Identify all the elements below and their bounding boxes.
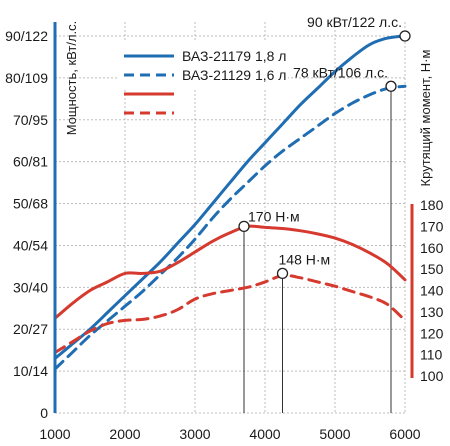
annotation-leaders [243, 86, 392, 413]
y-left-tick-label: 90/122 [5, 28, 48, 44]
y-left-tick-label: 20/27 [13, 321, 48, 337]
y-left-tick-label: 80/109 [5, 70, 48, 86]
power-curve-solid [53, 34, 407, 360]
x-tick-label: 6000 [389, 426, 420, 442]
legend-background [118, 42, 288, 88]
y-left-axis-title: Мощность, кВт/л.с. [64, 21, 79, 136]
annotation-label: 90 кВт/122 л.с. [307, 14, 402, 30]
annotation-markers [238, 30, 411, 280]
x-tick-label: 5000 [319, 426, 350, 442]
y-left-tick-labels: 0 10/14 20/27 30/40 40/54 50/68 60/81 70/95 80/1… [5, 28, 48, 421]
y-right-tick-label: 140 [420, 283, 444, 299]
x-tick-label: 3000 [179, 426, 210, 442]
y-right-tick-label: 150 [420, 261, 444, 277]
annotation-label: 78 кВт/106 л.с. [293, 64, 388, 80]
annotation-marker [238, 220, 250, 233]
y-right-tick-label: 180 [420, 197, 444, 213]
annotation-marker [276, 267, 289, 280]
y-right-tick-label: 110 [420, 347, 443, 363]
y-left-tick-label: 0 [40, 405, 48, 421]
y-right-tick-label: 100 [420, 368, 444, 384]
y-left-tick-label: 30/40 [13, 279, 48, 295]
y-left-tick-label: 10/14 [13, 363, 48, 379]
y-right-tick-label: 120 [420, 325, 444, 341]
x-tick-label: 1000 [39, 426, 70, 442]
annotation-marker [399, 30, 411, 42]
legend-label: ВАЗ-21129 1,6 л [182, 67, 286, 83]
annotation-marker [385, 80, 397, 92]
y-left-tick-label: 40/54 [13, 237, 48, 253]
torque-curve-dashed [53, 273, 407, 354]
y-left-tick-label: 60/81 [13, 154, 48, 170]
axes [53, 22, 414, 413]
y-right-axis-title: Крутящий момент, Н·м [418, 49, 433, 186]
x-tick-labels: 1000 2000 3000 4000 5000 6000 [39, 426, 420, 442]
y-right-tick-label: 170 [420, 218, 444, 234]
x-tick-label: 4000 [249, 426, 280, 442]
y-left-tick-label: 70/95 [13, 112, 48, 128]
annotation-label: 148 Н·м [279, 251, 331, 267]
series-lines [53, 34, 407, 371]
y-right-tick-label: 130 [420, 304, 444, 320]
legend-label: ВАЗ-21179 1,8 л [182, 48, 286, 64]
torque-curve-solid [53, 224, 407, 320]
y-right-tick-labels: 100 110 120 130 140 150 160 170 180 [420, 197, 444, 384]
x-tick-label: 2000 [109, 426, 140, 442]
legend: ВАЗ-21179 1,8 л ВАЗ-21129 1,6 л [118, 42, 288, 115]
y-left-tick-label: 50/68 [13, 196, 48, 212]
y-right-tick-label: 160 [420, 240, 444, 256]
power-curve-dashed [53, 84, 407, 371]
annotation-label: 170 Н·м [248, 208, 300, 224]
annotations: 90 кВт/122 л.с. 78 кВт/106 л.с. 170 Н·м 148… [248, 14, 402, 267]
